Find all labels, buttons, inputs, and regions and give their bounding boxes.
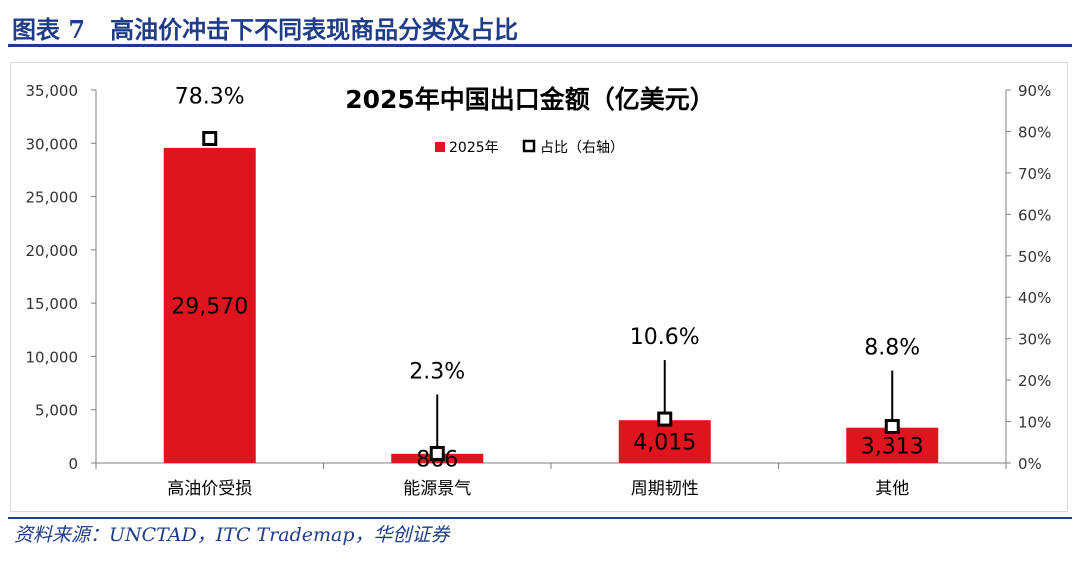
legend-swatch-point [522, 139, 536, 153]
legend: 2025年 占比（右轴） [435, 139, 624, 156]
y-right-tick-label: 70% [1018, 165, 1051, 183]
y-left-tick-label: 35,000 [26, 82, 79, 100]
bar-value-label: 29,570 [171, 294, 248, 319]
x-category-label: 周期韧性 [631, 479, 699, 499]
bar-value-label: 4,015 [633, 431, 696, 456]
y-left-tick-label: 15,000 [26, 295, 79, 313]
share-point [429, 445, 445, 461]
figure-title: 图表 7 高油价冲击下不同表现商品分类及占比 [12, 10, 518, 45]
figure-title-text: 高油价冲击下不同表现商品分类及占比 [110, 15, 519, 44]
y-left-tick-label: 30,000 [26, 135, 79, 153]
share-value-label: 78.3% [175, 84, 245, 109]
y-right-tick-label: 40% [1018, 289, 1051, 307]
share-point [657, 411, 673, 427]
share-value-label: 2.3% [409, 359, 465, 384]
axes-group: 0 5,000 10,000 15,000 20,000 25,000 30,000 35,0… [26, 82, 1052, 499]
header-rule [8, 44, 1072, 47]
bar [163, 147, 256, 463]
source-rule [8, 517, 1072, 519]
y-right-tick-label: 90% [1018, 82, 1051, 100]
x-category-label: 高油价受损 [167, 479, 252, 499]
y-left-tick-label: 10,000 [26, 348, 79, 366]
x-category-label: 其他 [875, 479, 909, 499]
y-right-tick-label: 20% [1018, 372, 1051, 390]
legend-label-point: 占比（右轴） [540, 140, 624, 156]
y-left-tick-label: 25,000 [26, 189, 79, 207]
y-left-tick-label: 0 [68, 455, 78, 473]
bar [618, 420, 711, 463]
share-value-label: 10.6% [630, 325, 700, 350]
figure-header: 图表 7 高油价冲击下不同表现商品分类及占比 [0, 0, 1080, 56]
figure-label: 图表 7 [12, 15, 86, 44]
legend-swatch-bar [435, 142, 445, 152]
chart-title: 2025年中国出口金额（亿美元） [345, 85, 715, 114]
share-value-label: 8.8% [864, 336, 920, 361]
y-right-tick-label: 30% [1018, 331, 1051, 349]
chart-frame [10, 62, 1068, 512]
y-right-tick-label: 0% [1018, 455, 1042, 473]
y-left-tick-label: 20,000 [26, 242, 79, 260]
legend-label-bar: 2025年 [449, 140, 499, 156]
share-point [202, 130, 218, 146]
points-group: 78.3% 2.3% 10.6% 8.8% [175, 84, 920, 461]
y-left-tick-label: 5,000 [35, 402, 78, 420]
source-note: 资料来源：UNCTAD，ITC Trademap，华创证券 [14, 524, 450, 546]
y-right-tick-label: 80% [1018, 123, 1051, 141]
y-right-tick-label: 10% [1018, 414, 1051, 432]
share-point [884, 419, 900, 435]
y-right-tick-label: 60% [1018, 206, 1051, 224]
x-category-label: 能源景气 [403, 479, 471, 499]
bar-value-label: 3,313 [861, 434, 924, 459]
y-right-tick-label: 50% [1018, 248, 1051, 266]
